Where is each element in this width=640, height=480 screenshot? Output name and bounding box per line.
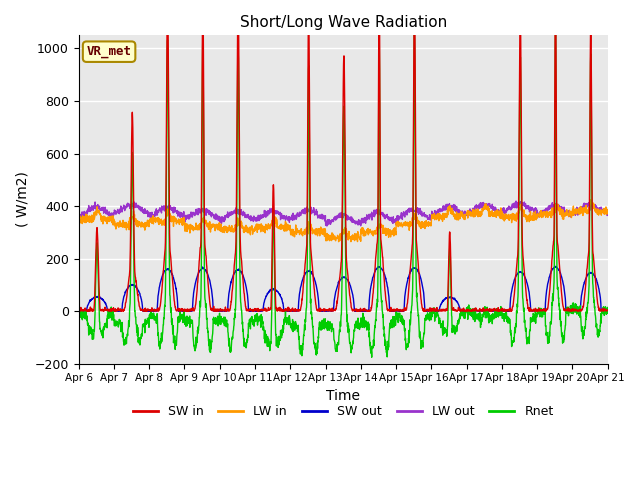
LW in [358, 228, 366, 234]
LW out [604, 212, 612, 217]
Line: Rnet: Rnet [79, 20, 608, 357]
SW out [604, 308, 612, 314]
LW in [587, 197, 595, 203]
Rnet [497, 304, 505, 310]
Text: VR_met: VR_met [86, 45, 132, 58]
SW in [75, 308, 83, 313]
SW out [391, 308, 399, 314]
LW in [604, 207, 612, 213]
Line: LW out: LW out [79, 201, 608, 226]
Legend: SW in, LW in, SW out, LW out, Rnet: SW in, LW in, SW out, LW out, Rnet [127, 400, 559, 423]
Rnet [75, 315, 83, 321]
Rnet [557, 330, 565, 336]
LW in [335, 239, 342, 245]
LW in [572, 208, 580, 214]
Rnet [572, 301, 580, 307]
SW in [370, 284, 378, 290]
LW in [370, 231, 378, 237]
SW in [557, 288, 565, 294]
SW in [222, 308, 230, 313]
Line: SW out: SW out [79, 266, 608, 311]
X-axis label: Time: Time [326, 389, 360, 403]
Line: LW in: LW in [79, 200, 608, 242]
LW out [512, 198, 520, 204]
LW in [497, 205, 505, 211]
Title: Short/Long Wave Radiation: Short/Long Wave Radiation [239, 15, 447, 30]
SW out [557, 274, 565, 279]
Rnet [368, 354, 376, 360]
LW in [557, 211, 565, 217]
LW out [497, 208, 505, 214]
SW out [572, 308, 580, 314]
SW in [497, 306, 505, 312]
Rnet [370, 343, 378, 348]
SW out [370, 272, 378, 278]
SW out [222, 308, 230, 314]
Rnet [552, 17, 559, 23]
SW out [497, 308, 505, 313]
SW in [358, 307, 366, 313]
LW out [222, 213, 230, 218]
SW out [358, 308, 366, 314]
LW in [222, 227, 230, 232]
LW in [75, 217, 83, 223]
LW out [358, 217, 366, 223]
SW in [572, 307, 580, 313]
SW out [552, 264, 559, 269]
LW out [370, 207, 378, 213]
LW out [557, 204, 565, 209]
Rnet [358, 319, 366, 324]
Rnet [222, 324, 230, 330]
Line: SW in: SW in [79, 0, 608, 311]
Y-axis label: ( W/m2): ( W/m2) [15, 171, 29, 228]
LW out [572, 209, 580, 215]
LW out [75, 209, 83, 215]
SW in [388, 308, 396, 314]
LW out [323, 223, 331, 229]
SW out [75, 308, 83, 314]
SW in [604, 307, 612, 313]
Rnet [604, 305, 612, 311]
